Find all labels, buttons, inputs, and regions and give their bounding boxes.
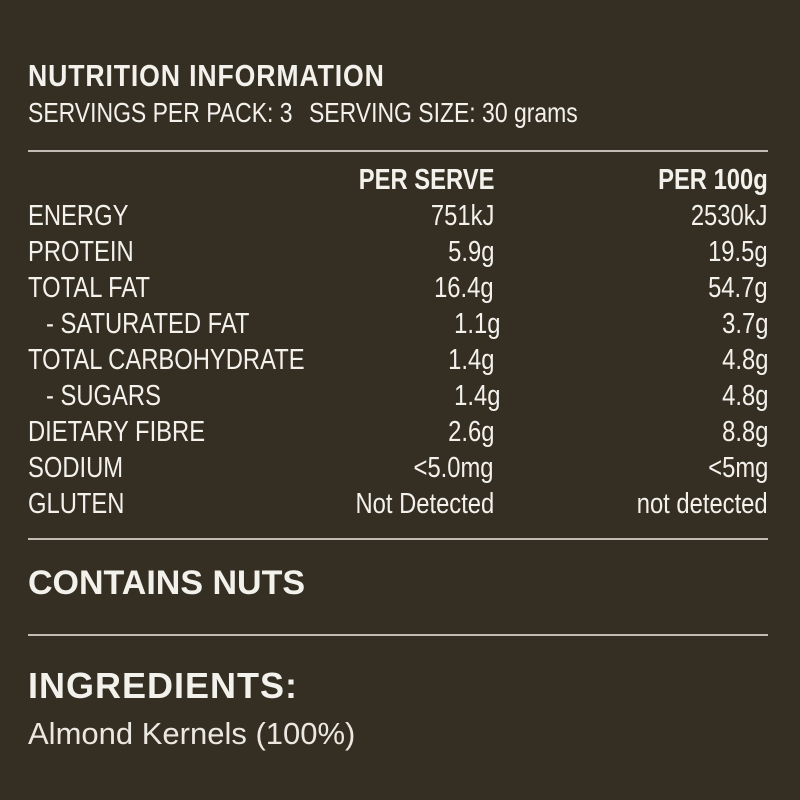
row-label: SODIUM (28, 452, 124, 484)
row-label: TOTAL CARBOHYDRATE (28, 344, 305, 376)
row-label: GLUTEN (28, 488, 125, 520)
allergen-statement: CONTAINS NUTS (28, 564, 306, 602)
nutrition-panel: NUTRITION INFORMATION SERVINGS PER PACK:… (28, 56, 768, 754)
row-per-100g: not detected (637, 488, 768, 520)
row-per-serve: 1.4g (447, 344, 494, 376)
row-per-100g: 19.5g (708, 236, 768, 268)
header-per-serve: PER SERVE (358, 164, 494, 196)
row-per-100g: 4.8g (721, 344, 768, 376)
table-row: TOTAL CARBOHYDRATE 1.4g 4.8g (28, 342, 768, 378)
row-per-serve: 1.4g (454, 380, 501, 412)
nutrition-table: PER SERVE PER 100g ENERGY 751kJ 2530kJ P… (28, 162, 768, 522)
serving-size: SERVING SIZE: 30 grams (308, 97, 578, 128)
table-row: PROTEIN 5.9g 19.5g (28, 234, 768, 270)
table-row: TOTAL FAT 16.4g 54.7g (28, 270, 768, 306)
row-per-100g: 8.8g (721, 416, 768, 448)
servings-line: SERVINGS PER PACK: 3 SERVING SIZE: 30 gra… (28, 96, 635, 130)
table-header-row: PER SERVE PER 100g (28, 162, 768, 198)
row-label: TOTAL FAT (28, 272, 151, 304)
table-row: DIETARY FIBRE 2.6g 8.8g (28, 414, 768, 450)
nutrition-title: NUTRITION INFORMATION (28, 58, 385, 93)
row-per-serve: 5.9g (447, 236, 494, 268)
table-row: ENERGY 751kJ 2530kJ (28, 198, 768, 234)
row-per-serve: 16.4g (434, 272, 494, 304)
header-per-100g: PER 100g (658, 164, 768, 196)
row-per-100g: 4.8g (721, 380, 768, 412)
divider-bottom (28, 634, 768, 636)
row-per-100g: 54.7g (708, 272, 768, 304)
row-per-serve: <5.0mg (414, 452, 494, 484)
row-per-100g: 2530kJ (691, 200, 768, 232)
row-per-serve: 751kJ (430, 200, 494, 232)
divider-middle (28, 538, 768, 540)
row-per-100g: 3.7g (721, 308, 768, 340)
table-row: - SATURATED FAT 1.1g 3.7g (28, 306, 768, 342)
table-row: - SUGARS 1.4g 4.8g (28, 378, 768, 414)
table-row: GLUTEN Not Detected not detected (28, 486, 768, 522)
row-per-serve: 1.1g (454, 308, 501, 340)
row-per-serve: Not Detected (355, 488, 494, 520)
row-label: DIETARY FIBRE (28, 416, 206, 448)
row-label: PROTEIN (28, 236, 134, 268)
servings-per-pack: SERVINGS PER PACK: 3 (28, 97, 293, 128)
row-label: - SATURATED FAT (46, 308, 250, 340)
table-row: SODIUM <5.0mg <5mg (28, 450, 768, 486)
ingredients-list: Almond Kernels (100%) (28, 716, 356, 751)
row-per-serve: 2.6g (447, 416, 494, 448)
row-per-100g: <5mg (707, 452, 768, 484)
row-label: - SUGARS (46, 380, 161, 412)
divider-top (28, 150, 768, 152)
row-label: ENERGY (28, 200, 129, 232)
ingredients-heading: INGREDIENTS: (28, 665, 299, 706)
